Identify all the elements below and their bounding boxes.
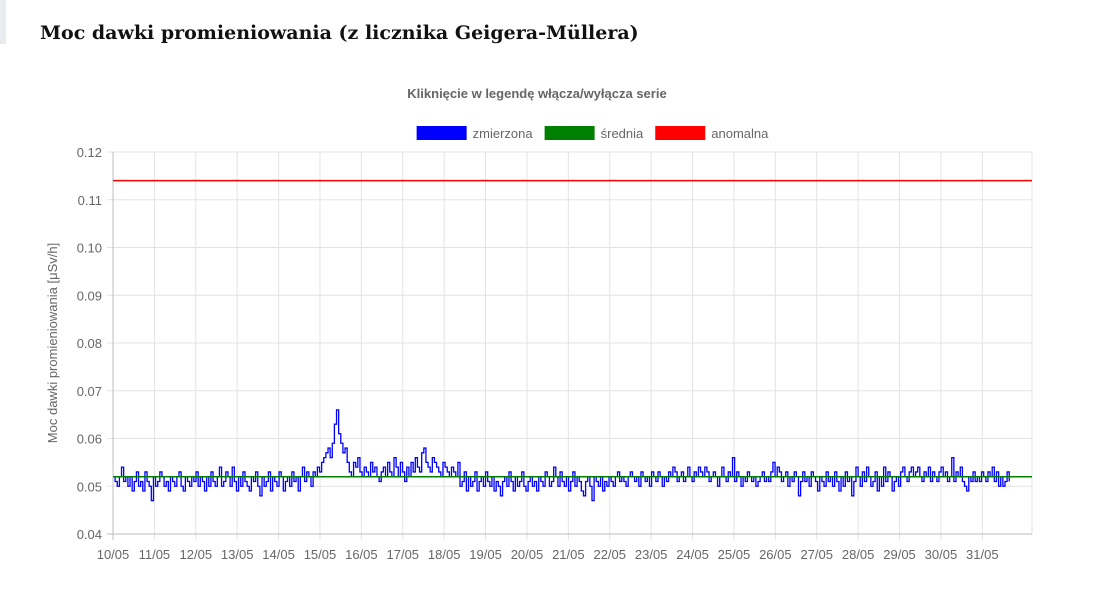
y-tick-label: 0.11: [78, 193, 102, 208]
x-tick-label: 21/05: [552, 547, 585, 562]
x-tick-label: 19/05: [469, 547, 502, 562]
legend-label: zmierzona: [473, 126, 534, 141]
y-axis-label: Moc dawki promieniowania [μSv/h]: [45, 243, 60, 443]
y-tick-label: 0.07: [77, 384, 102, 399]
y-tick-label: 0.12: [77, 145, 102, 160]
x-tick-label: 25/05: [718, 547, 751, 562]
x-tick-label: 24/05: [676, 547, 709, 562]
x-tick-label: 27/05: [800, 547, 833, 562]
y-tick-label: 0.09: [77, 288, 102, 303]
legend-item-0[interactable]: zmierzona: [416, 126, 534, 141]
page-title: Moc dawki promieniowania (z licznika Gei…: [40, 22, 639, 44]
y-axis-ticks: 0.12 0.11 0.10 0.09 0.08 0.07 0.06 0.05 0.04: [77, 145, 102, 542]
x-tick-label: 17/05: [387, 547, 420, 562]
x-tick-label: 23/05: [635, 547, 668, 562]
x-tick-label: 13/05: [221, 547, 254, 562]
legend-swatch: [544, 126, 595, 140]
y-tick-label: 0.10: [77, 241, 102, 256]
legend: zmierzona średnia anomalna: [416, 126, 769, 141]
legend-swatch: [416, 126, 467, 140]
x-tick-label: 30/05: [925, 547, 958, 562]
y-tick-label: 0.04: [77, 527, 102, 542]
y-tick-label: 0.06: [77, 432, 102, 447]
page-edge-tab: [0, 0, 6, 44]
x-tick-label: 10/05: [97, 547, 130, 562]
x-tick-label: 16/05: [345, 547, 378, 562]
y-tick-label: 0.05: [77, 479, 102, 494]
x-tick-label: 12/05: [180, 547, 213, 562]
x-tick-label: 20/05: [511, 547, 544, 562]
chart-title: Kliknięcie w legendę włącza/wyłącza seri…: [407, 86, 666, 101]
y-tick-label: 0.08: [77, 336, 102, 351]
series-layer: [113, 179, 1032, 502]
x-tick-label: 14/05: [262, 547, 295, 562]
x-tick-label: 28/05: [842, 547, 875, 562]
x-tick-label: 18/05: [428, 547, 461, 562]
x-tick-label: 26/05: [759, 547, 792, 562]
x-tick-label: 11/05: [139, 547, 171, 562]
legend-swatch: [655, 126, 706, 140]
legend-label: anomalna: [711, 126, 769, 141]
x-axis-ticks: 10/05 11/05 12/05 13/05 14/05 15/05 16/05 17/05…: [97, 547, 999, 562]
x-tick-label: 22/05: [593, 547, 626, 562]
x-tick-label: 29/05: [883, 547, 916, 562]
legend-label: średnia: [601, 126, 644, 141]
x-tick-label: 31/05: [966, 547, 999, 562]
legend-item-2[interactable]: anomalna: [655, 126, 769, 141]
x-tick-label: 15/05: [304, 547, 337, 562]
legend-item-1[interactable]: średnia: [544, 126, 644, 141]
series-line-0: [113, 409, 1010, 502]
